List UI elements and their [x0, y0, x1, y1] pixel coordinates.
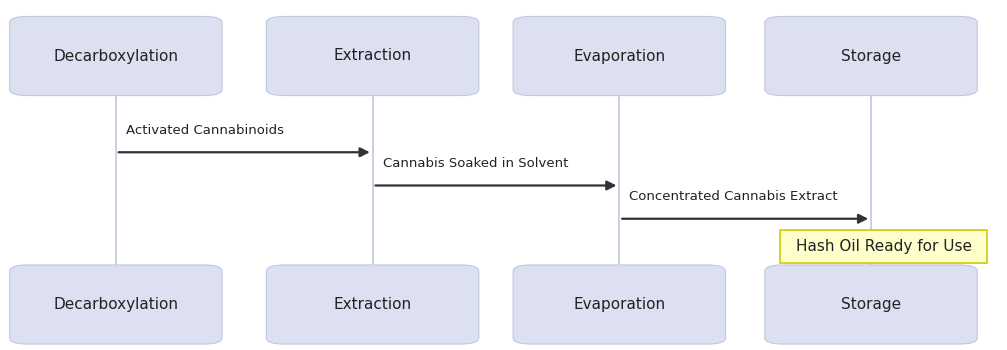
FancyBboxPatch shape — [780, 230, 987, 263]
FancyBboxPatch shape — [266, 265, 478, 344]
Text: Hash Oil Ready for Use: Hash Oil Ready for Use — [796, 239, 972, 254]
Text: Extraction: Extraction — [333, 297, 412, 312]
Text: Concentrated Cannabis Extract: Concentrated Cannabis Extract — [629, 190, 838, 203]
FancyBboxPatch shape — [764, 16, 977, 96]
FancyBboxPatch shape — [266, 16, 478, 96]
FancyBboxPatch shape — [764, 265, 977, 344]
Text: Activated Cannabinoids: Activated Cannabinoids — [126, 124, 284, 136]
Text: Storage: Storage — [841, 49, 901, 63]
Text: Decarboxylation: Decarboxylation — [53, 49, 178, 63]
Text: Extraction: Extraction — [333, 49, 412, 63]
FancyBboxPatch shape — [513, 265, 725, 344]
Text: Evaporation: Evaporation — [573, 49, 666, 63]
Text: Evaporation: Evaporation — [573, 297, 666, 312]
Text: Storage: Storage — [841, 297, 901, 312]
FancyBboxPatch shape — [10, 265, 222, 344]
FancyBboxPatch shape — [10, 16, 222, 96]
Text: Decarboxylation: Decarboxylation — [53, 297, 178, 312]
FancyBboxPatch shape — [513, 16, 725, 96]
Text: Cannabis Soaked in Solvent: Cannabis Soaked in Solvent — [383, 157, 568, 170]
